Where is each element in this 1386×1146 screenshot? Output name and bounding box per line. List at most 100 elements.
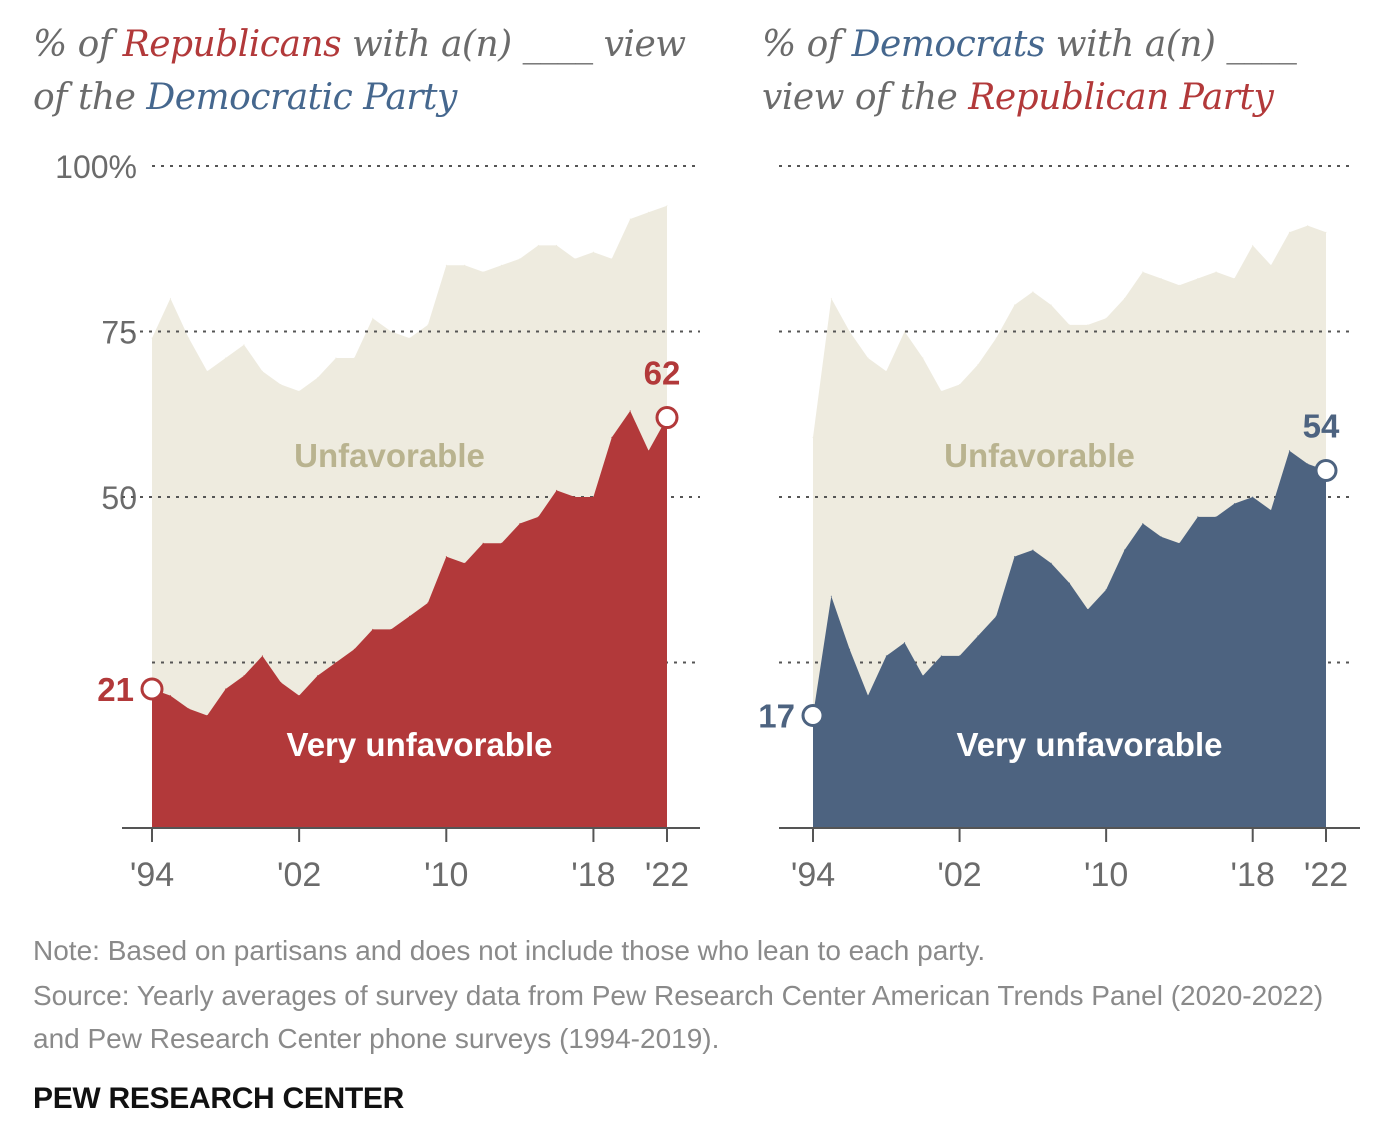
very-unfavorable-point bbox=[409, 615, 410, 617]
callout-label: 54 bbox=[1303, 408, 1340, 445]
unfavorable-point bbox=[1307, 225, 1309, 227]
left-chart-title: % of Republicans with a(n) ____ view of … bbox=[33, 18, 713, 124]
very-unfavorable-point bbox=[1307, 463, 1309, 465]
unfavorable-point bbox=[904, 331, 906, 332]
very-unfavorable-point bbox=[1105, 589, 1107, 591]
unfavorable-point bbox=[445, 264, 447, 266]
very-unfavorable-point bbox=[1124, 549, 1125, 551]
very-unfavorable-point bbox=[648, 450, 650, 452]
very-unfavorable-point bbox=[1233, 503, 1235, 505]
unfavorable-point bbox=[243, 344, 245, 346]
very-unfavorable-point bbox=[830, 595, 832, 597]
unfavorable-point bbox=[390, 331, 392, 332]
unfavorable-point bbox=[298, 390, 300, 392]
y-tick-label: 100% bbox=[55, 149, 137, 185]
x-tick-label: '94 bbox=[791, 856, 835, 894]
title-middle: with a(n) ____ view of the bbox=[33, 24, 686, 118]
x-tick-label: '22 bbox=[645, 856, 689, 894]
unfavorable-point bbox=[188, 337, 190, 339]
very-unfavorable-point bbox=[1014, 556, 1015, 558]
right-chart-title: % of Democrats with a(n) ____ view of th… bbox=[762, 18, 1362, 124]
very-unfavorable-point bbox=[445, 556, 447, 558]
very-unfavorable-point bbox=[1032, 549, 1034, 551]
very-unfavorable-point bbox=[849, 648, 851, 650]
unfavorable-point bbox=[648, 211, 650, 213]
unfavorable-point bbox=[812, 436, 814, 438]
x-tick-label: '10 bbox=[1084, 856, 1128, 894]
very-unfavorable-point bbox=[1050, 562, 1052, 564]
unfavorable-point bbox=[1197, 278, 1199, 279]
very-unfavorable-point bbox=[317, 675, 318, 677]
unfavorable-point bbox=[959, 384, 961, 385]
very-unfavorable-point bbox=[1288, 450, 1290, 452]
unfavorable-point bbox=[353, 357, 355, 359]
title-party-democratic: Democratic Party bbox=[146, 77, 457, 118]
unfavorable-point bbox=[556, 244, 558, 246]
very-unfavorable-point bbox=[206, 715, 208, 716]
unfavorable-point bbox=[501, 264, 502, 266]
x-tick-label: '18 bbox=[571, 856, 615, 894]
very-unfavorable-point bbox=[188, 708, 190, 710]
unfavorable-point bbox=[830, 297, 832, 299]
unfavorable-point bbox=[1325, 231, 1327, 233]
unfavorable-point bbox=[1178, 284, 1180, 286]
unfavorable-point bbox=[261, 370, 263, 372]
title-prefix: % of bbox=[762, 24, 852, 65]
callout-label: 17 bbox=[758, 697, 795, 734]
very-unfavorable-point bbox=[519, 523, 521, 524]
very-unfavorable-point bbox=[885, 655, 887, 657]
unfavorable-point bbox=[317, 377, 318, 379]
very-unfavorable-point bbox=[629, 410, 631, 412]
very-unfavorable-point bbox=[169, 695, 171, 697]
chart-note: Note: Based on partisans and does not in… bbox=[33, 935, 986, 966]
very-unfavorable-point bbox=[977, 635, 979, 637]
very-unfavorable-point bbox=[867, 695, 869, 697]
unfavorable-point bbox=[427, 324, 429, 326]
very-unfavorable-point bbox=[537, 516, 539, 518]
very-unfavorable-point bbox=[261, 655, 263, 657]
very-unfavorable-point bbox=[1178, 542, 1180, 544]
chart-source: Source: Yearly averages of survey data f… bbox=[33, 980, 1324, 1054]
unfavorable-point bbox=[482, 271, 484, 273]
callout-label: 62 bbox=[644, 355, 681, 392]
unfavorable-point bbox=[335, 357, 337, 359]
very-unfavorable-point bbox=[464, 562, 466, 564]
very-unfavorable-area bbox=[813, 450, 1326, 828]
unfavorable-point bbox=[1288, 231, 1290, 233]
callout-marker bbox=[1314, 459, 1338, 483]
very-unfavorable-point bbox=[501, 542, 502, 544]
unfavorable-point bbox=[849, 331, 851, 332]
x-tick-label: '22 bbox=[1304, 856, 1348, 894]
unfavorable-point bbox=[574, 258, 576, 260]
unfavorable-point bbox=[1270, 264, 1272, 266]
very-unfavorable-point bbox=[1197, 516, 1199, 518]
very-unfavorable-point bbox=[592, 496, 594, 498]
unfavorable-point bbox=[409, 337, 410, 339]
unfavorable-point bbox=[611, 258, 613, 260]
unfavorable-point bbox=[922, 357, 924, 359]
unfavorable-point bbox=[1160, 278, 1162, 279]
very-unfavorable-point bbox=[427, 602, 429, 604]
unfavorable-point bbox=[1032, 291, 1034, 293]
unfavorable-point bbox=[1252, 244, 1254, 246]
unfavorable-point bbox=[1069, 324, 1070, 326]
very-unfavorable-point bbox=[335, 662, 337, 663]
x-tick-label: '18 bbox=[1231, 856, 1275, 894]
very-unfavorable-area-label: Very unfavorable bbox=[287, 726, 553, 763]
unfavorable-point bbox=[867, 357, 869, 359]
unfavorable-point bbox=[206, 370, 208, 372]
unfavorable-point bbox=[225, 357, 227, 359]
very-unfavorable-point bbox=[1142, 523, 1144, 524]
unfavorable-point bbox=[1124, 297, 1125, 299]
unfavorable-area-label: Unfavorable bbox=[944, 437, 1135, 474]
unfavorable-point bbox=[1050, 304, 1052, 306]
unfavorable-point bbox=[372, 317, 374, 319]
very-unfavorable-point bbox=[390, 628, 392, 630]
callout-marker bbox=[140, 677, 164, 701]
very-unfavorable-point bbox=[482, 542, 484, 544]
unfavorable-point bbox=[151, 337, 153, 339]
x-tick-label: '94 bbox=[130, 856, 174, 894]
chart-panel-democrats: '94 '02 '10 '18 '22 Unfavorable Very unfavorab… bbox=[758, 165, 1360, 894]
very-unfavorable-point bbox=[1215, 516, 1217, 518]
publisher-brand: PEW RESEARCH CENTER bbox=[33, 1082, 404, 1115]
